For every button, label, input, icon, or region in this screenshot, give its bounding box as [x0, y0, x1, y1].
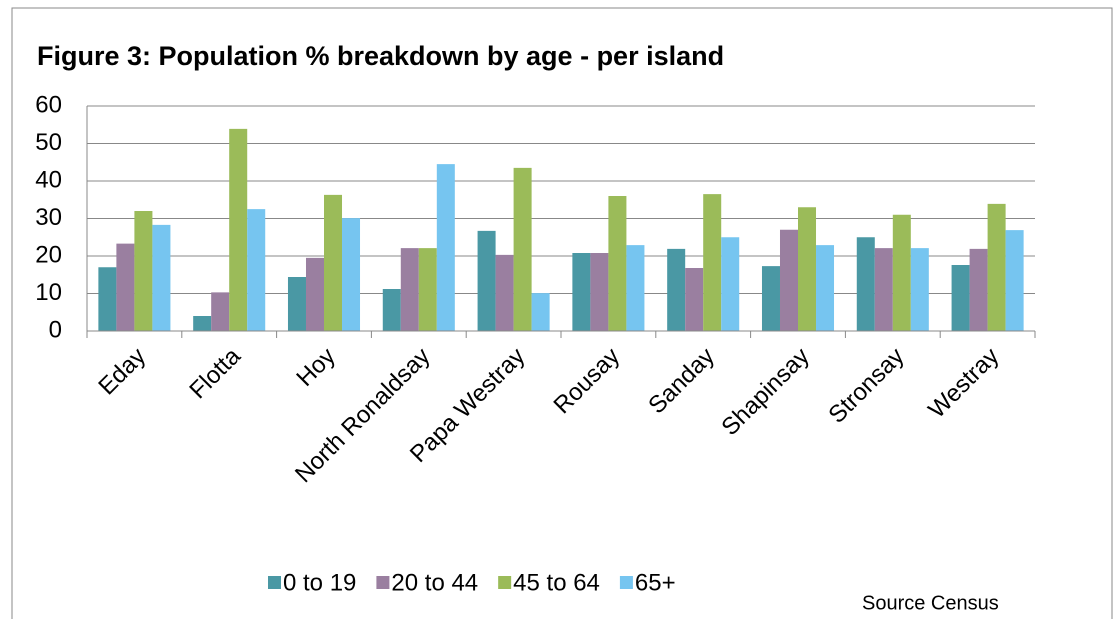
bar	[342, 218, 361, 331]
bar	[229, 128, 248, 331]
bar	[134, 211, 153, 331]
bar	[382, 289, 401, 331]
source-note: Source Census	[862, 592, 999, 614]
bar	[1005, 230, 1024, 331]
legend-label: 65+	[635, 569, 676, 596]
legend-swatch	[376, 576, 390, 589]
bar	[816, 245, 835, 331]
bar	[324, 194, 343, 331]
bar	[685, 268, 704, 331]
bar	[626, 245, 645, 331]
bar	[572, 253, 591, 331]
bar	[477, 230, 496, 331]
bar	[531, 293, 550, 331]
bar	[287, 277, 306, 331]
y-tick-label: 60	[35, 91, 62, 118]
y-tick-label: 10	[35, 279, 62, 306]
bar	[910, 248, 929, 331]
bar	[779, 229, 798, 331]
bar	[98, 267, 117, 331]
legend-label: 45 to 64	[513, 569, 600, 596]
y-tick-label: 30	[35, 204, 62, 231]
bar	[495, 254, 514, 331]
bar	[721, 237, 740, 331]
bar	[211, 292, 230, 331]
bar	[951, 265, 970, 331]
bar	[152, 224, 171, 331]
bar	[969, 248, 988, 331]
bar	[856, 237, 875, 331]
legend-label: 20 to 44	[391, 569, 478, 596]
bar	[892, 214, 911, 331]
bar	[590, 253, 609, 331]
bar	[247, 209, 266, 331]
chart-border	[11, 7, 1113, 619]
bar	[608, 196, 627, 331]
bar	[987, 203, 1006, 331]
bar	[874, 248, 893, 331]
bar	[513, 167, 532, 331]
y-tick-label: 20	[35, 241, 62, 268]
bar	[667, 248, 686, 331]
y-tick-label: 40	[35, 166, 62, 193]
legend-label: 0 to 19	[283, 569, 356, 596]
legend-swatch	[619, 576, 633, 589]
bar	[761, 266, 780, 331]
bar	[193, 316, 212, 331]
y-tick-label: 0	[49, 316, 62, 343]
bar	[116, 243, 135, 331]
bar	[418, 248, 437, 331]
bar	[798, 207, 817, 331]
bar	[436, 164, 455, 331]
legend-swatch	[498, 576, 512, 589]
bar	[305, 257, 324, 331]
chart-title: Figure 3: Population % breakdown by age …	[37, 41, 724, 71]
bar	[703, 194, 722, 331]
legend-swatch	[268, 576, 281, 589]
y-tick-label: 50	[35, 129, 62, 156]
bar	[400, 248, 419, 331]
